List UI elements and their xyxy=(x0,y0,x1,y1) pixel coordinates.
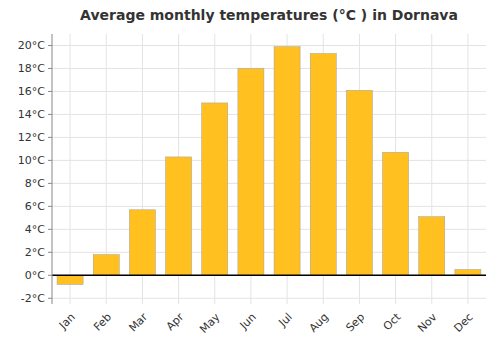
y-tick-label: 10°C xyxy=(18,154,45,167)
y-axis: -2°C 0°C 2°C 4°C 6°C 8°C 10°C 12°C 14°C 16°C 18°C 2… xyxy=(18,39,52,305)
y-tick-label: 12°C xyxy=(18,131,45,144)
y-tick xyxy=(48,160,52,161)
x-tick-label: Mar xyxy=(126,310,150,334)
bar xyxy=(166,157,192,275)
x-axis: Jan Feb Mar Apr May Jun Jul Aug Sep Oct Nov Dec xyxy=(56,310,476,336)
y-grid-line xyxy=(52,91,486,92)
y-grid-line xyxy=(52,206,486,207)
y-grid-line xyxy=(52,183,486,184)
y-tick xyxy=(48,91,52,92)
y-tick-label: 4°C xyxy=(25,223,45,236)
y-tick-label: 14°C xyxy=(18,108,45,121)
x-tick-label: Feb xyxy=(91,311,114,334)
y-tick xyxy=(48,68,52,69)
y-tick xyxy=(48,275,52,276)
zero-line xyxy=(52,275,486,277)
bar xyxy=(238,68,264,275)
x-grid-line xyxy=(467,34,468,304)
x-tick-label: Nov xyxy=(415,310,440,335)
y-grid-line xyxy=(52,45,486,46)
y-tick xyxy=(48,229,52,230)
chart-container: -2°C 0°C 2°C 4°C 6°C 8°C 10°C 12°C 14°C 16°C 18°C 2… xyxy=(0,0,500,350)
bar xyxy=(346,90,372,275)
y-tick-label: 8°C xyxy=(25,177,45,190)
y-tick-label: 2°C xyxy=(25,246,45,259)
y-tick-label: -2°C xyxy=(21,292,45,305)
x-tick-label: Jun xyxy=(237,311,259,333)
y-tick-label: 6°C xyxy=(25,200,45,213)
y-tick-label: 20°C xyxy=(18,39,45,52)
y-tick xyxy=(48,206,52,207)
y-grid-line xyxy=(52,68,486,69)
x-tick-label: Aug xyxy=(307,311,331,335)
y-grid-line xyxy=(52,298,486,299)
grid xyxy=(52,34,486,304)
bar xyxy=(383,152,409,275)
y-grid-line xyxy=(52,114,486,115)
x-tick-label: Oct xyxy=(381,310,404,333)
bars xyxy=(57,47,481,285)
y-tick xyxy=(48,137,52,138)
bar xyxy=(419,217,445,276)
y-tick xyxy=(48,183,52,184)
y-grid-line xyxy=(52,137,486,138)
x-tick-label: Sep xyxy=(343,311,367,335)
y-grid-line xyxy=(52,160,486,161)
y-tick xyxy=(48,45,52,46)
bar xyxy=(310,54,336,276)
y-tick xyxy=(48,252,52,253)
y-axis-line xyxy=(52,34,53,304)
bar xyxy=(93,255,119,276)
x-grid-line xyxy=(70,34,71,304)
y-tick-label: 18°C xyxy=(18,62,45,75)
bar xyxy=(274,47,300,276)
x-tick-label: Dec xyxy=(451,311,475,335)
bar xyxy=(129,210,155,275)
x-tick-label: Jul xyxy=(276,311,295,330)
y-tick xyxy=(48,114,52,115)
x-tick-label: May xyxy=(197,310,223,336)
bar xyxy=(455,270,481,276)
bar xyxy=(57,275,83,284)
title: Average monthly temperatures (°C ) in Do… xyxy=(80,7,458,23)
chart-svg: -2°C 0°C 2°C 4°C 6°C 8°C 10°C 12°C 14°C 16°C 18°C 2… xyxy=(0,0,500,350)
x-tick-label: Apr xyxy=(164,310,187,333)
y-tick xyxy=(48,298,52,299)
y-tick-label: 0°C xyxy=(25,269,45,282)
y-grid-line xyxy=(52,275,486,276)
x-tick-label: Jan xyxy=(56,311,78,333)
bar xyxy=(202,103,228,275)
y-tick-label: 16°C xyxy=(18,85,45,98)
